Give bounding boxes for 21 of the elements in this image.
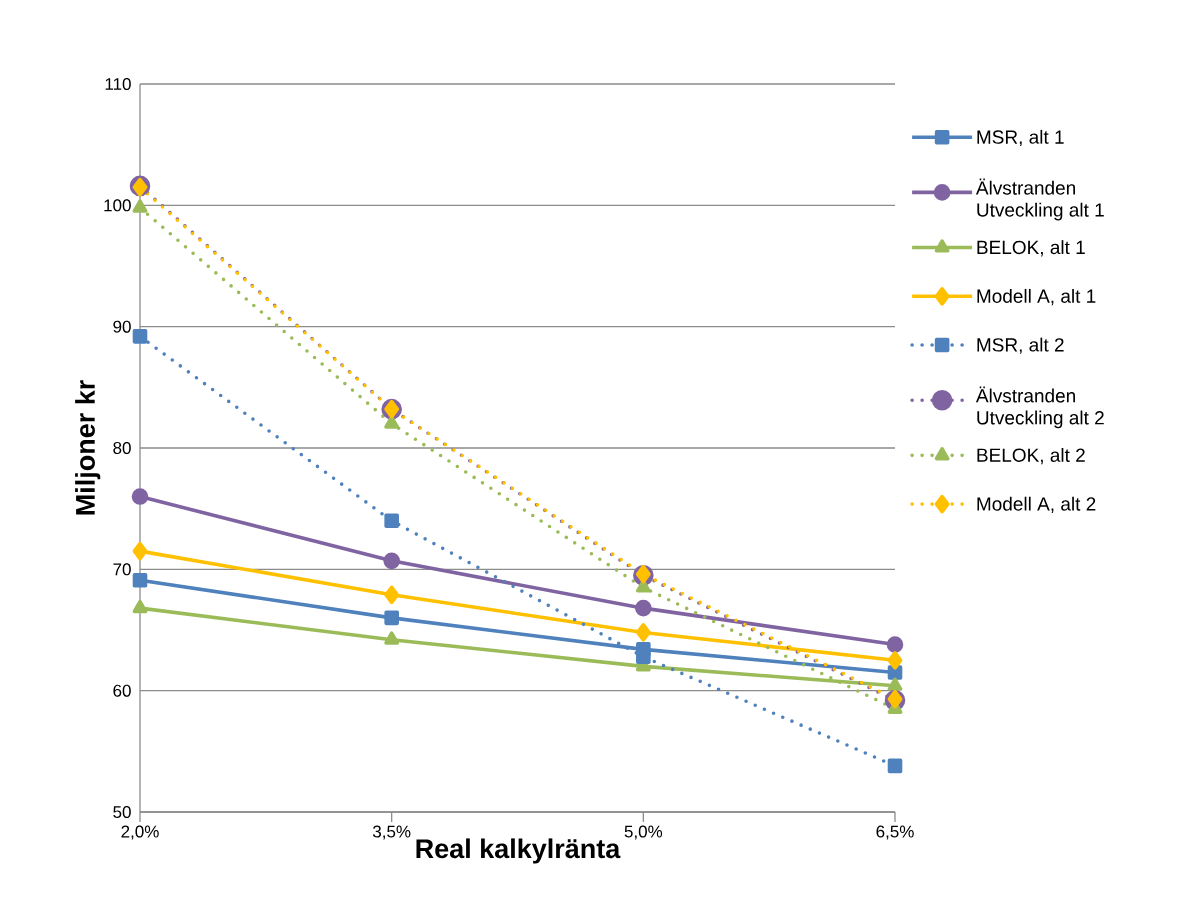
y-tick-label: 70 bbox=[113, 563, 131, 576]
y-tick-label: 90 bbox=[113, 320, 131, 333]
legend-label: MSR, alt 2 bbox=[977, 337, 1064, 354]
y-tick-label: 100 bbox=[104, 199, 131, 212]
legend-label: Älvstranden Utveckling alt 2 bbox=[975, 386, 1104, 429]
legend-label: BELOK, alt 2 bbox=[977, 447, 1085, 465]
y-axis-title: Miljoner kr bbox=[75, 380, 101, 515]
legend-label: BELOK, alt 1 bbox=[977, 240, 1085, 257]
y-tick-label: 50 bbox=[113, 805, 131, 819]
x-tick-label: 5,0% bbox=[624, 825, 663, 840]
legend-label: MSR, alt 1 bbox=[977, 129, 1064, 147]
legend-label: Älvstranden Utveckling alt 1 bbox=[975, 178, 1104, 221]
y-tick-label: 80 bbox=[113, 441, 131, 455]
x-tick-label: 3,5% bbox=[372, 825, 411, 840]
x-axis-title: Real kalkylränta bbox=[416, 838, 621, 864]
y-tick-label: 110 bbox=[105, 77, 131, 91]
legend-label: Modell A, alt 2 bbox=[977, 496, 1096, 513]
x-tick-label: 2,0% bbox=[121, 825, 159, 840]
y-tick-label: 60 bbox=[113, 684, 131, 697]
legend-label: Modell A, alt 1 bbox=[977, 288, 1096, 306]
x-tick-label: 6,5% bbox=[876, 825, 914, 840]
